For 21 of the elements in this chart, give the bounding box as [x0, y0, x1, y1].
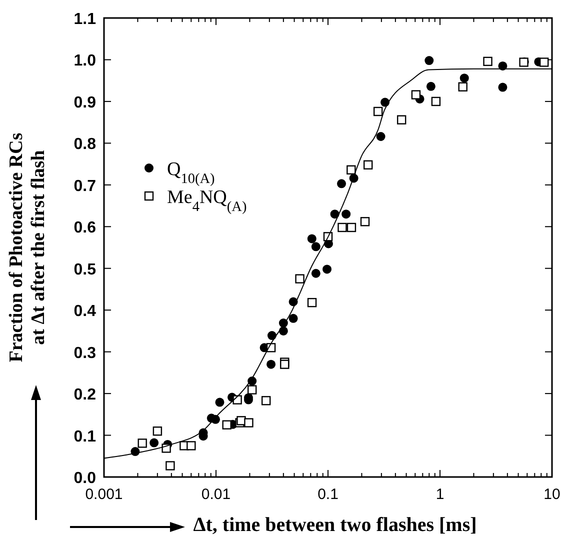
y-tick-label: 0.3: [74, 344, 96, 362]
x-tick-label: 1: [436, 486, 444, 503]
y-tick-label: 0.8: [74, 136, 96, 154]
y-tick-label: 0.1: [74, 428, 96, 446]
y-tick-label: 1.1: [74, 11, 96, 28]
x-axis-title: Δt, time between two flashes [ms]: [193, 514, 477, 536]
y-axis-title: Fraction of Photoactive RCs at Δt after the first flash: [6, 132, 49, 362]
y-tick-label: 0.9: [74, 94, 96, 112]
y-tick-label: 0.6: [74, 220, 96, 237]
legend-label: Me$_{4}$NQ$_{(A)}$: [167, 187, 247, 215]
y-tick-label: 0.0: [74, 470, 96, 487]
y-tick-label: 0.2: [74, 386, 96, 404]
y-tick-label: 0.4: [74, 303, 96, 320]
x-tick-label: 0.01: [201, 486, 231, 503]
x-tick-label: 0.1: [318, 486, 338, 503]
y-tick-label: 0.7: [74, 178, 96, 195]
y-tick-label: 0.5: [74, 261, 96, 278]
y-tick-label: 1.0: [74, 52, 96, 70]
legend-label: Q$_{10(A)}$: [167, 159, 216, 187]
x-tick-label: 0.001: [85, 486, 123, 503]
x-tick-label: 10: [544, 486, 560, 503]
